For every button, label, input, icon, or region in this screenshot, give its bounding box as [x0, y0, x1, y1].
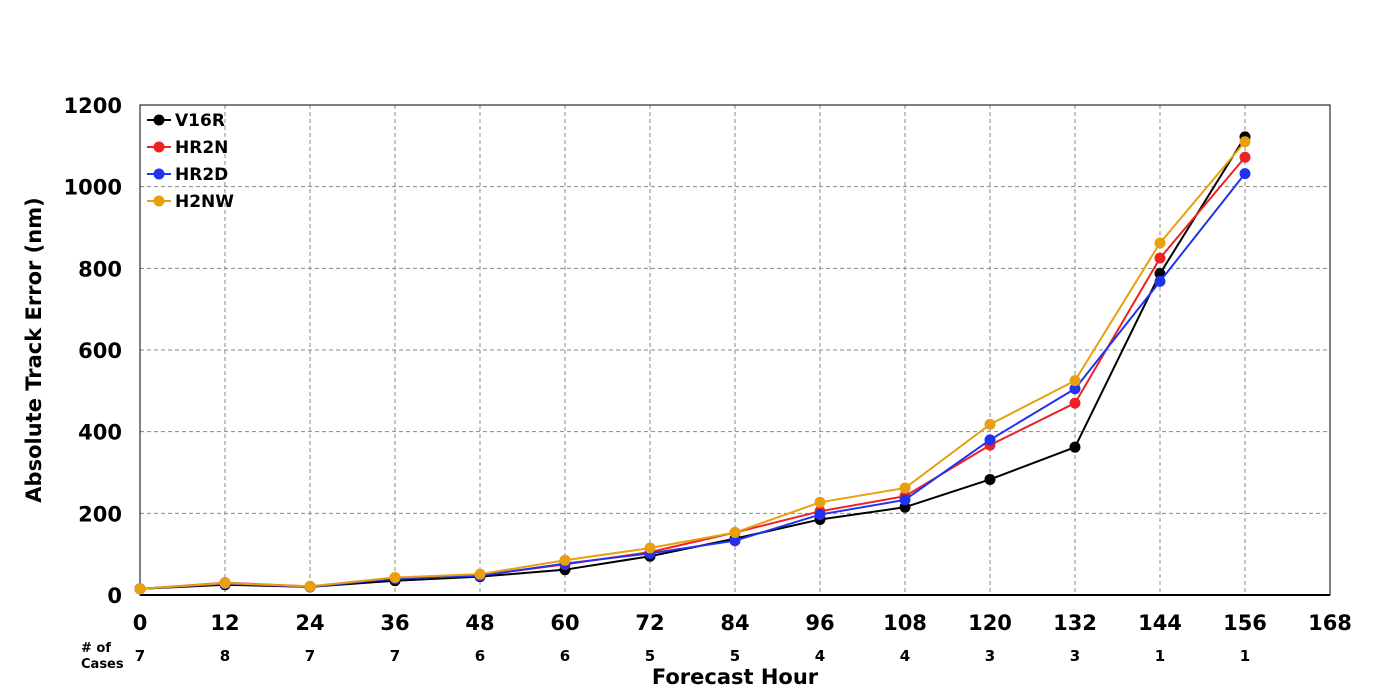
legend-item-hr2n: HR2N [147, 138, 228, 158]
cases-row: # of Cases 7 8 7 7 6 6 5 5 4 4 3 3 1 1 [81, 641, 1250, 672]
case-count: 7 [305, 647, 315, 665]
data-point [899, 482, 911, 494]
legend-marker [153, 141, 165, 153]
x-tick-label: 12 [210, 611, 239, 635]
case-count: 5 [730, 647, 740, 665]
data-point [1239, 136, 1251, 148]
y-tick-labels: 0 200 400 600 800 1000 1200 [64, 94, 122, 608]
case-count: 7 [390, 647, 400, 665]
legend-item-hr2d: HR2D [147, 165, 228, 185]
data-point [984, 434, 996, 446]
x-tick-label: 132 [1053, 611, 1097, 635]
case-count: 4 [900, 647, 910, 665]
case-count: 4 [815, 647, 825, 665]
series-hr2d [134, 168, 1251, 595]
data-point [984, 418, 996, 430]
case-count: 8 [220, 647, 230, 665]
data-point [474, 568, 486, 580]
legend-label: H2NW [175, 192, 234, 212]
data-point [1154, 237, 1166, 249]
data-point [899, 494, 911, 506]
data-point [1154, 252, 1166, 264]
series-layer [134, 131, 1251, 595]
legend-marker [153, 114, 165, 126]
x-tick-label: 120 [968, 611, 1012, 635]
x-tick-label: 108 [883, 611, 927, 635]
case-count: 6 [475, 647, 485, 665]
legend-item-h2nw: H2NW [147, 192, 234, 212]
legend-label: HR2N [175, 138, 228, 158]
data-point [1069, 375, 1081, 387]
case-count: 1 [1240, 647, 1250, 665]
cases-label-line-1: # of [81, 641, 111, 656]
series-line [139, 141, 1246, 590]
case-count: 3 [985, 647, 995, 665]
legend-marker [153, 195, 165, 207]
data-point [1239, 168, 1251, 180]
data-point [814, 496, 826, 508]
y-tick-label: 800 [78, 257, 122, 281]
data-point [1154, 275, 1166, 287]
x-tick-label: 60 [550, 611, 579, 635]
x-tick-label: 84 [720, 611, 749, 635]
data-point [984, 473, 996, 485]
data-point [389, 571, 401, 583]
data-point [559, 554, 571, 566]
data-point [729, 527, 741, 539]
x-tick-label: 48 [465, 611, 494, 635]
series-line [139, 136, 1246, 590]
data-point [134, 583, 146, 595]
x-tick-label: 36 [380, 611, 409, 635]
y-axis-title: Absolute Track Error (nm) [22, 197, 46, 502]
case-count: 6 [560, 647, 570, 665]
x-axis-title: Forecast Hour [652, 665, 819, 689]
series-v16r [134, 131, 1251, 595]
x-tick-label: 156 [1223, 611, 1267, 635]
x-tick-label: 72 [635, 611, 664, 635]
y-tick-label: 1000 [64, 176, 122, 200]
x-tick-label: 0 [133, 611, 148, 635]
legend-label: HR2D [175, 165, 228, 185]
data-point [219, 577, 231, 589]
case-count: 7 [135, 647, 145, 665]
y-tick-label: 0 [107, 584, 122, 608]
x-tick-label: 24 [295, 611, 324, 635]
cases-label-line-2: Cases [81, 657, 124, 672]
x-tick-labels: 0 12 24 36 48 60 72 84 96 108 120 132 144 156 168 [133, 611, 1352, 635]
data-point [1239, 151, 1251, 163]
legend-label: V16R [175, 111, 225, 131]
data-point [304, 580, 316, 592]
series-h2nw [134, 136, 1251, 595]
y-tick-label: 1200 [64, 94, 122, 118]
legend-marker [153, 168, 165, 180]
data-point [644, 542, 656, 554]
data-point [1069, 397, 1081, 409]
y-tick-label: 400 [78, 421, 122, 445]
y-tick-label: 200 [78, 502, 122, 526]
y-tick-label: 600 [78, 339, 122, 363]
x-tick-label: 144 [1138, 611, 1182, 635]
legend: V16R HR2N HR2D H2NW [147, 111, 234, 212]
data-point [1069, 441, 1081, 453]
series-hr2n [134, 151, 1251, 595]
case-count: 3 [1070, 647, 1080, 665]
x-tick-label: 168 [1308, 611, 1352, 635]
grid [140, 105, 1330, 595]
data-point [729, 535, 741, 547]
legend-item-v16r: V16R [147, 111, 225, 131]
case-count: 1 [1155, 647, 1165, 665]
data-point [1069, 383, 1081, 395]
x-tick-label: 96 [805, 611, 834, 635]
case-count: 5 [645, 647, 655, 665]
data-point [814, 509, 826, 521]
